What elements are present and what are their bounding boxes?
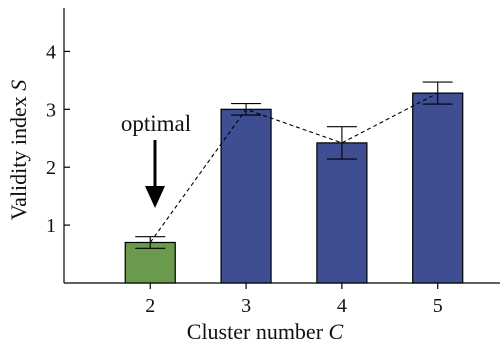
x-tick-label: 2 — [145, 295, 155, 317]
y-tick-label: 2 — [46, 157, 56, 179]
bar — [220, 108, 272, 284]
trend-line — [149, 92, 438, 243]
error-bar — [422, 81, 453, 105]
annotation-arrow-head — [145, 186, 165, 208]
svg-text:Cluster number C: Cluster number C — [187, 319, 344, 344]
y-axis-title-text: Validity index — [6, 91, 31, 221]
bar — [316, 142, 368, 284]
annotation-label: optimal — [121, 111, 191, 136]
x-axis-title-text: Cluster number — [187, 319, 329, 344]
svg-text:Validity index S: Validity index S — [6, 80, 31, 221]
optimal-annotation: optimal — [121, 111, 191, 208]
error-bar — [326, 126, 357, 160]
x-tick-label: 5 — [433, 295, 443, 317]
x-tick-label: 4 — [337, 295, 347, 317]
y-axis-title: Validity index S — [6, 80, 31, 221]
y-tick-label: 4 — [46, 41, 56, 63]
x-tick-label: 3 — [241, 295, 251, 317]
y-axis-title-variable: S — [6, 80, 31, 91]
y-tick-label: 1 — [46, 215, 56, 237]
error-bar — [135, 236, 166, 249]
error-bar — [231, 102, 262, 116]
x-axis-title-variable: C — [329, 319, 344, 344]
x-axis-title: Cluster number C — [187, 319, 344, 344]
plot-area: 1 2 3 4 2 3 4 5 — [46, 8, 500, 317]
y-tick-label: 3 — [46, 99, 56, 121]
bar — [412, 92, 464, 284]
